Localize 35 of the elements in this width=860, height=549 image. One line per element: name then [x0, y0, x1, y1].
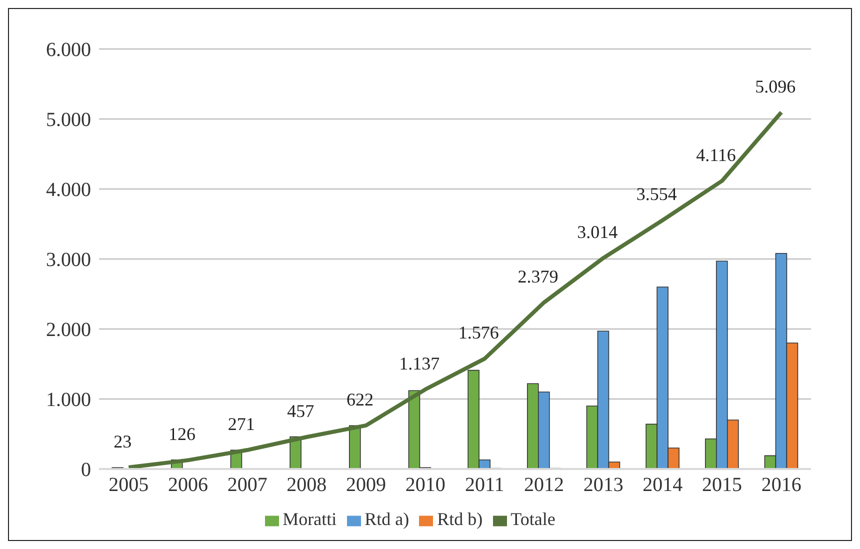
data-label: 5.096: [755, 76, 796, 96]
x-tick-label: 2016: [761, 474, 802, 496]
y-tick-label: 4.000: [46, 179, 91, 202]
data-label: 1.137: [399, 353, 440, 374]
data-label: 3.014: [577, 222, 618, 242]
y-tick-label: 3.000: [46, 249, 91, 272]
data-label: 2.379: [518, 266, 558, 286]
legend-label: Rtd a): [364, 509, 410, 529]
y-tick-label: 6.000: [46, 39, 91, 62]
data-label: 23: [114, 431, 132, 452]
data-label: 271: [228, 414, 255, 434]
data-label: 126: [168, 424, 196, 444]
y-tick-label: 1.000: [46, 389, 91, 412]
y-tick-label: 0: [81, 459, 91, 482]
x-tick-label: 2005: [108, 474, 149, 496]
x-tick-label: 2011: [465, 474, 504, 496]
x-tick-label: 2008: [286, 474, 327, 496]
x-tick-label: 2012: [524, 474, 564, 496]
y-tick-label: 2.000: [46, 319, 91, 342]
data-label: 1.576: [458, 322, 499, 343]
legend-label: Rtd b): [437, 509, 483, 529]
legend-label: Totale: [510, 509, 556, 529]
data-label: 3.554: [636, 184, 677, 204]
data-label: 457: [287, 401, 314, 422]
x-tick-label: 2015: [702, 474, 742, 496]
data-label: 622: [346, 389, 374, 410]
x-tick-label: 2006: [168, 474, 208, 496]
x-tick-label: 2014: [642, 474, 683, 496]
x-tick-label: 2013: [583, 474, 624, 496]
y-tick-label: 5.000: [46, 109, 91, 132]
x-tick-label: 2007: [227, 474, 268, 496]
legend-label: Moratti: [282, 509, 337, 529]
data-label: 4.116: [696, 144, 736, 165]
x-tick-label: 2010: [405, 474, 446, 496]
x-tick-label: 2009: [346, 474, 386, 496]
